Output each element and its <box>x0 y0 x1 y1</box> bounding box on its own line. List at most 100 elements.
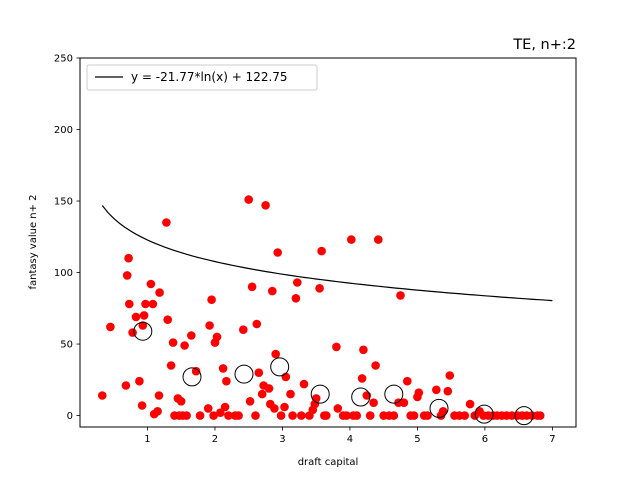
bin-mean-marker-5 <box>351 387 371 407</box>
data-point-51 <box>252 319 262 329</box>
data-point-78 <box>322 411 331 420</box>
legend-box <box>86 64 318 91</box>
fit-line <box>101 205 553 302</box>
data-point-103 <box>414 388 424 398</box>
data-point-47 <box>244 195 253 204</box>
data-point-85 <box>352 411 362 420</box>
data-point-90 <box>369 398 378 408</box>
data-point-35 <box>207 295 216 305</box>
plot-frame <box>79 57 577 428</box>
bin-mean-marker-6 <box>384 384 404 404</box>
data-point-0 <box>98 391 107 400</box>
y-tick-label-1: 50 <box>60 340 73 351</box>
data-point-12 <box>141 299 150 309</box>
data-point-30 <box>187 331 196 340</box>
data-point-69 <box>297 411 306 420</box>
data-point-22 <box>168 338 178 347</box>
data-point-113 <box>460 411 470 420</box>
data-point-97 <box>396 291 405 300</box>
y-tick-label-3: 150 <box>54 197 73 208</box>
data-point-105 <box>423 411 432 420</box>
bin-mean-marker-0 <box>133 321 153 341</box>
data-point-95 <box>389 411 399 420</box>
bin-mean-marker-2 <box>234 364 254 384</box>
data-point-98 <box>399 398 409 408</box>
data-point-7 <box>131 312 141 322</box>
y-tick-label-2: 100 <box>54 268 73 279</box>
data-point-55 <box>261 201 270 210</box>
data-point-82 <box>342 411 351 420</box>
data-point-2 <box>121 381 131 390</box>
data-point-9 <box>137 401 147 410</box>
data-point-67 <box>291 294 301 303</box>
x-tick-label-3: 4 <box>347 434 353 445</box>
data-point-28 <box>180 341 189 350</box>
data-point-38 <box>212 332 222 342</box>
data-point-87 <box>359 345 368 355</box>
data-point-91 <box>371 361 380 370</box>
data-point-26 <box>176 397 186 406</box>
data-point-1 <box>106 322 115 332</box>
data-point-48 <box>245 397 255 406</box>
data-point-45 <box>234 411 243 420</box>
data-point-53 <box>257 389 267 399</box>
data-point-62 <box>276 411 286 420</box>
data-point-8 <box>135 376 144 386</box>
data-point-92 <box>374 235 383 244</box>
data-point-5 <box>125 299 134 309</box>
x-axis-label: draft capital <box>298 457 359 468</box>
data-point-36 <box>209 411 218 420</box>
y-tick-label-5: 250 <box>54 54 73 65</box>
data-point-14 <box>148 299 158 309</box>
data-point-42 <box>222 376 231 386</box>
data-point-99 <box>403 376 412 386</box>
data-point-80 <box>333 404 343 413</box>
data-point-59 <box>270 404 279 413</box>
data-point-66 <box>288 411 297 420</box>
data-point-49 <box>247 282 257 292</box>
data-point-41 <box>220 402 230 412</box>
data-point-101 <box>409 411 419 420</box>
data-point-70 <box>299 379 309 389</box>
legend-entry-fit: y = -21.77*ln(x) + 122.75 <box>131 70 288 84</box>
data-point-6 <box>128 328 137 337</box>
data-point-43 <box>224 411 233 420</box>
data-point-74 <box>311 394 321 403</box>
data-point-32 <box>195 411 205 420</box>
data-point-4 <box>124 253 133 263</box>
data-point-58 <box>268 286 277 296</box>
y-axis-label: fantasy value n+ 2 <box>28 194 39 289</box>
bin-mean-marker-8 <box>474 404 494 424</box>
data-point-109 <box>443 386 453 396</box>
data-point-34 <box>205 321 214 330</box>
data-point-18 <box>155 288 164 297</box>
data-point-108 <box>438 407 448 416</box>
x-tick-label-2: 3 <box>279 434 285 445</box>
data-point-89 <box>365 411 375 420</box>
x-tick-label-5: 6 <box>482 434 488 445</box>
data-point-21 <box>166 361 176 370</box>
data-point-60 <box>271 349 281 359</box>
data-point-76 <box>317 246 326 256</box>
y-tick-label-4: 200 <box>54 125 73 136</box>
data-point-10 <box>138 321 148 330</box>
data-point-110 <box>445 371 455 380</box>
data-point-79 <box>332 342 341 352</box>
marks-layer <box>98 195 553 426</box>
data-point-16 <box>153 407 162 416</box>
data-point-40 <box>218 364 228 373</box>
data-point-114 <box>465 399 475 409</box>
x-tick-label-4: 5 <box>414 434 420 445</box>
data-point-29 <box>182 411 191 420</box>
data-point-52 <box>254 368 264 378</box>
x-tick-label-0: 1 <box>144 434 150 445</box>
data-point-17 <box>154 391 164 400</box>
data-point-3 <box>122 271 132 280</box>
ticks-layer: 1 2 3 4 5 6 7 0 50 100 150 200 250 <box>54 54 556 446</box>
x-tick-label-6: 7 <box>549 434 555 445</box>
data-point-65 <box>286 389 295 399</box>
y-tick-label-0: 0 <box>67 411 73 422</box>
data-point-61 <box>273 248 283 257</box>
